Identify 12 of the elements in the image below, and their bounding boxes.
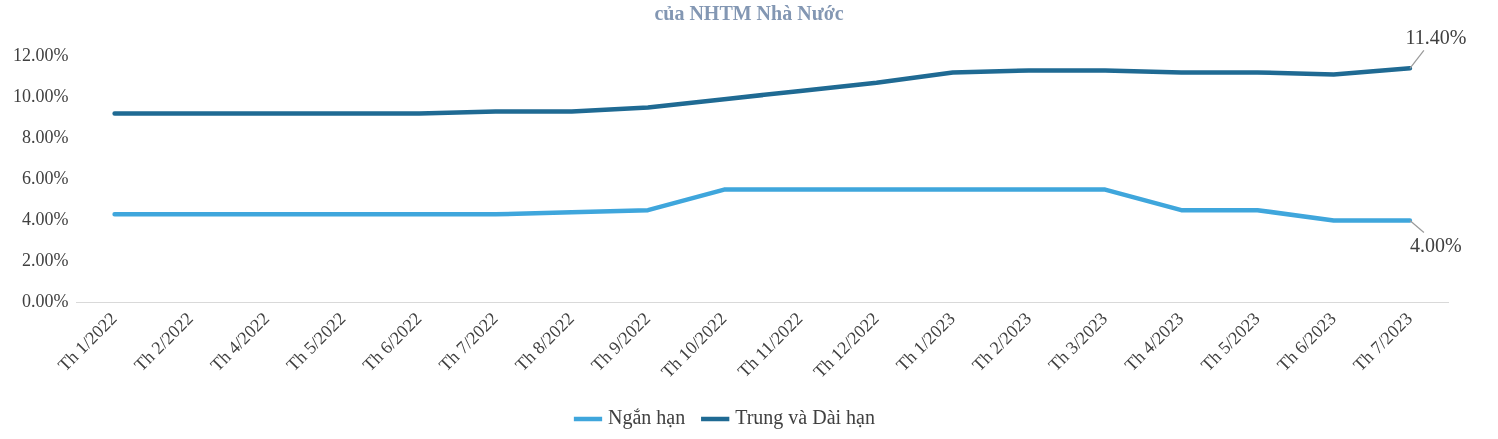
annotation: 11.40% — [1405, 25, 1467, 48]
legend-label: Trung và Dài hạn — [735, 406, 876, 430]
y-tick-label: 6.00% — [21, 168, 69, 189]
y-tick-label: 2.00% — [21, 250, 69, 271]
y-tick-label: 0.00% — [21, 291, 69, 312]
annotation: 4.00% — [1410, 233, 1462, 256]
chart-title: của NHTM Nhà Nước — [653, 1, 845, 26]
y-tick-label: 10.00% — [12, 85, 69, 106]
y-tick-label: 4.00% — [21, 209, 69, 230]
legend-label: Ngắn hạn — [608, 406, 686, 430]
y-tick-label: 12.00% — [12, 44, 69, 65]
y-tick-label: 8.00% — [21, 126, 69, 147]
